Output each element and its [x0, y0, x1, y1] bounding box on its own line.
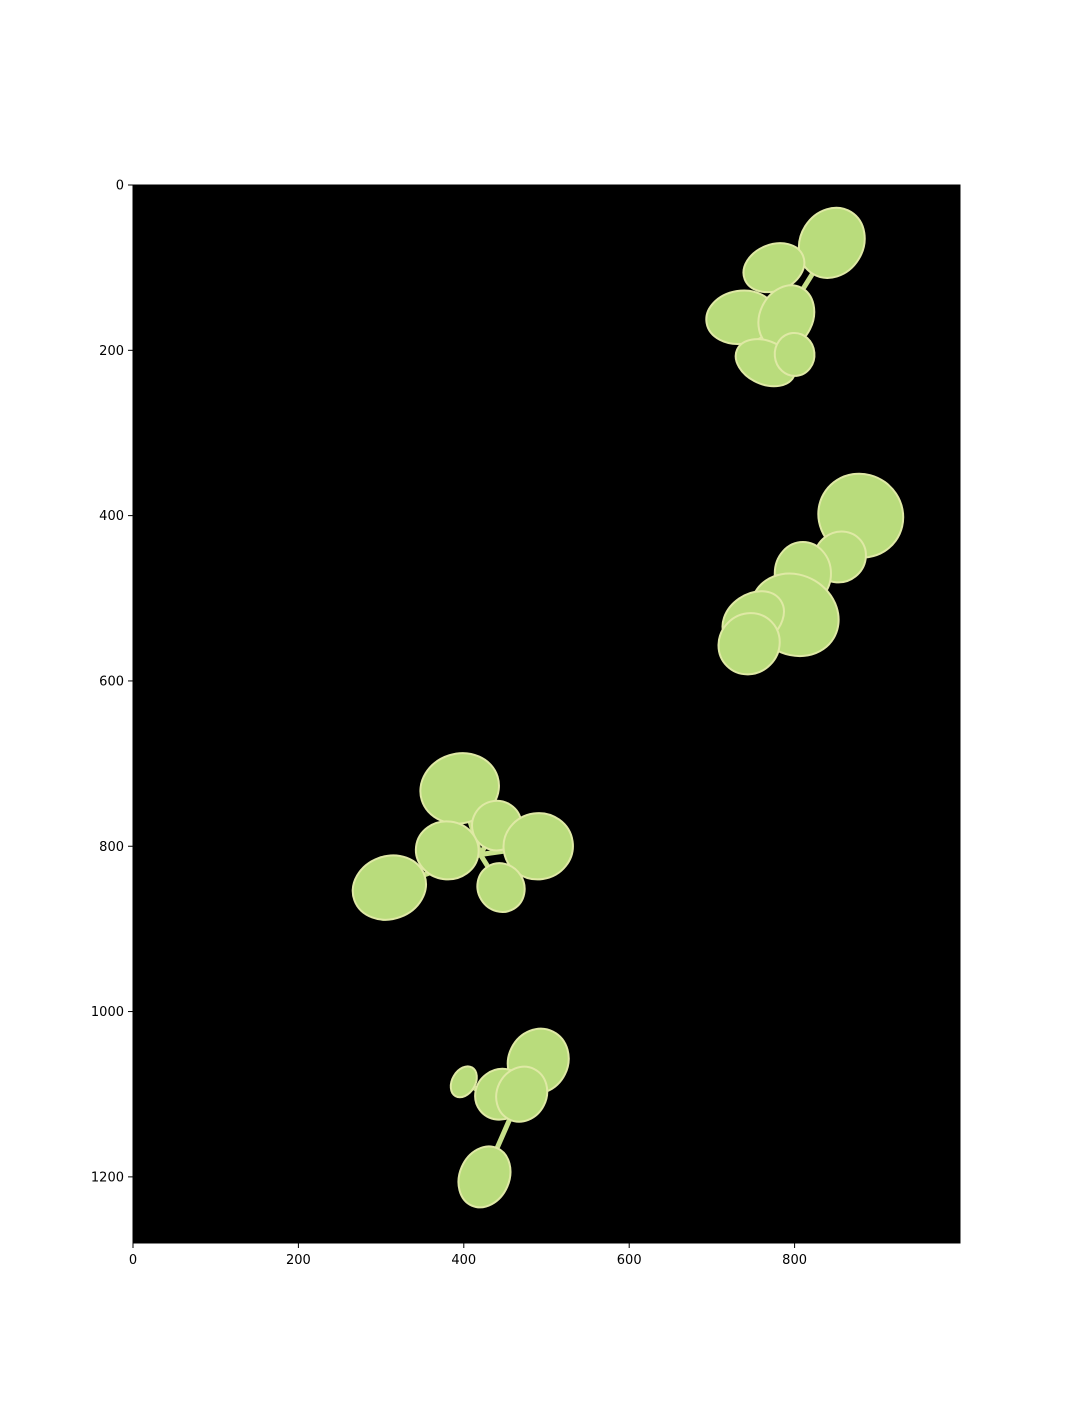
leaf — [419, 752, 500, 825]
seedling-top-right — [705, 206, 866, 388]
axes-frame — [132, 184, 961, 1244]
image-layer — [351, 206, 905, 1209]
y-tick-label: 1000 — [91, 1005, 124, 1020]
y-tick-label: 0 — [116, 179, 124, 194]
x-tick-label: 400 — [451, 1253, 476, 1268]
x-tick-label: 600 — [617, 1253, 642, 1268]
seedling-center-left — [351, 752, 574, 921]
x-tick-label: 800 — [782, 1253, 807, 1268]
leaf — [449, 1065, 478, 1099]
y-tick-label: 800 — [99, 840, 124, 855]
seedling-middle-right — [717, 472, 905, 676]
seedling-bottom — [449, 1027, 570, 1209]
x-tick-label: 200 — [286, 1253, 311, 1268]
leaf — [414, 820, 480, 881]
leaf — [717, 612, 781, 676]
leaf — [502, 812, 574, 881]
leaf — [457, 1145, 512, 1209]
leaf — [495, 1065, 549, 1123]
y-tick-label: 1200 — [91, 1170, 124, 1185]
leaf — [797, 206, 866, 279]
x-tick-label: 0 — [129, 1253, 137, 1268]
leaf — [351, 854, 427, 921]
leaf — [476, 862, 526, 913]
leaf — [773, 331, 816, 377]
axes: 0 200 400 600 800 0 200 400 600 800 1000 1200 — [91, 179, 961, 1268]
y-tick-label: 600 — [99, 674, 124, 689]
y-tick-label: 400 — [99, 509, 124, 524]
y-tick-label: 200 — [99, 344, 124, 359]
